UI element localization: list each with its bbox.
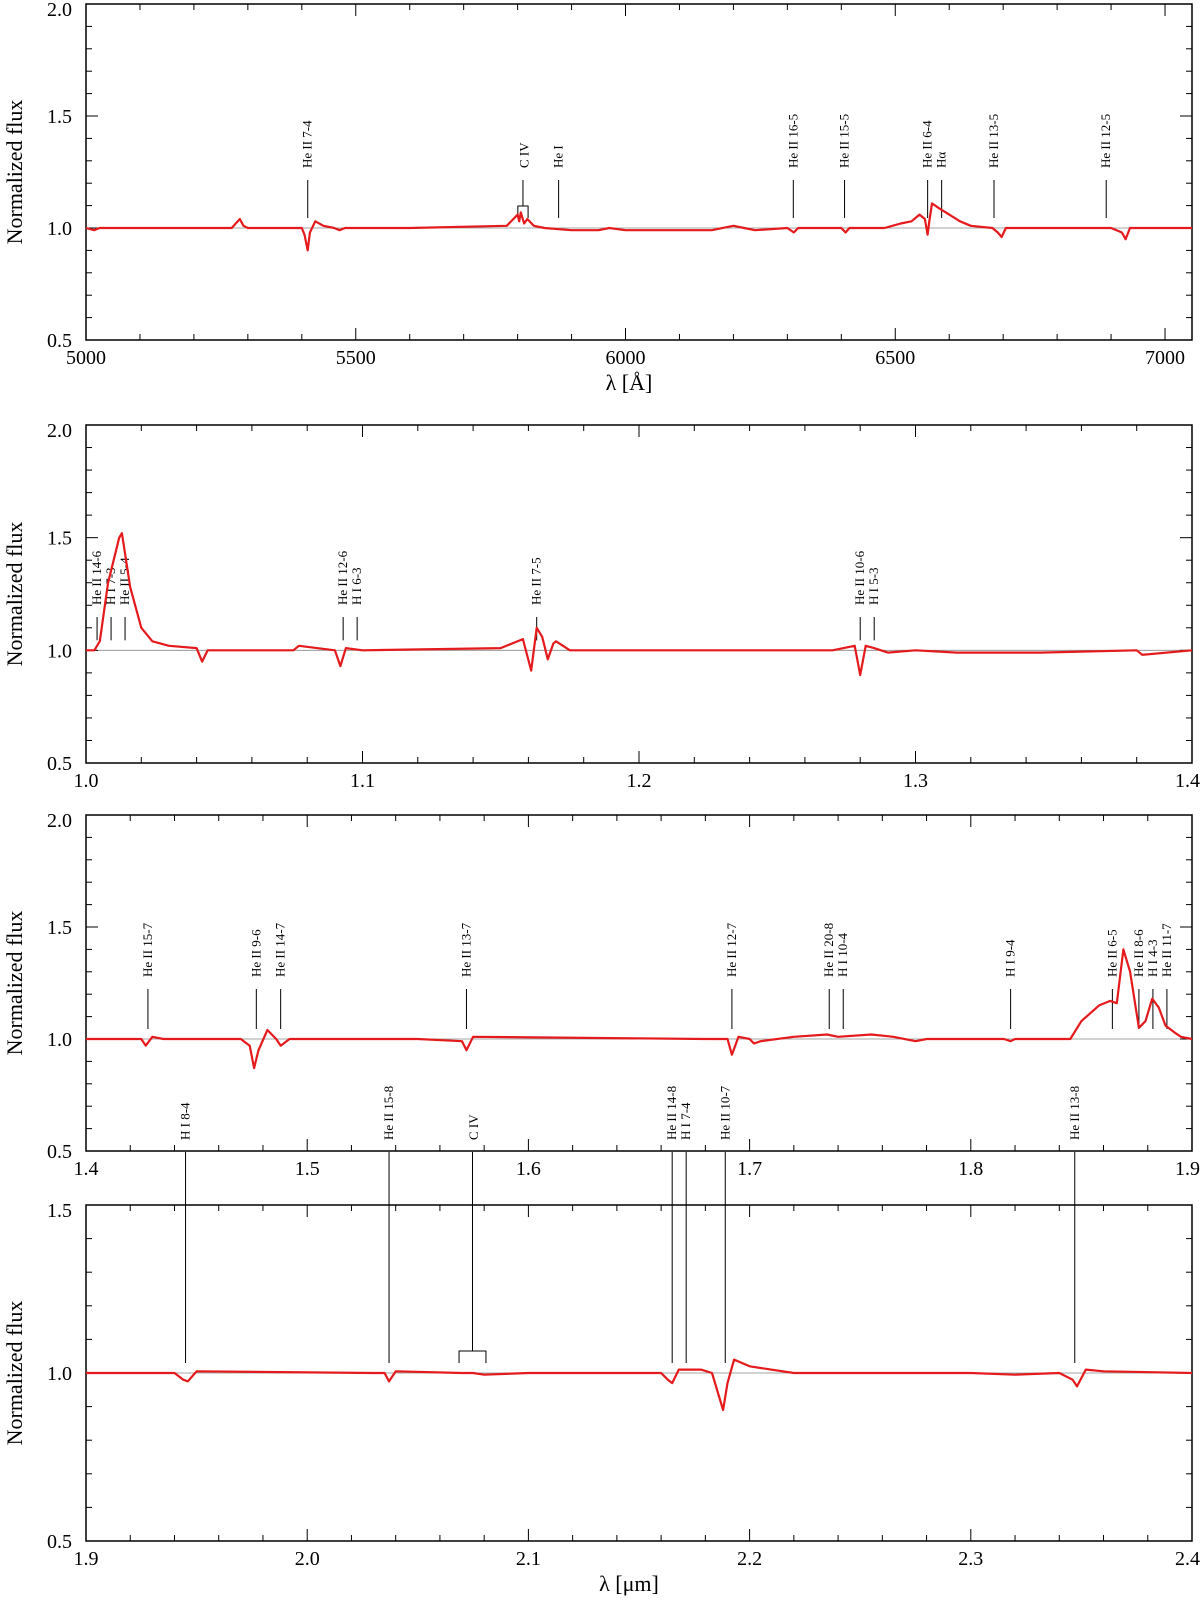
line-id-label: H I 5-3 — [866, 567, 881, 605]
line-id-label: He II 12-6 — [335, 550, 350, 605]
line-id-label: He II 6-5 — [1104, 929, 1119, 977]
x-tick-label: 1.3 — [903, 770, 928, 792]
line-id-label: He II 8-6 — [1131, 929, 1146, 977]
line-id-label: He II 11-7 — [1159, 923, 1174, 977]
line-id-label: H I 8-4 — [178, 1102, 193, 1140]
x-tick-label: 2.2 — [737, 1548, 762, 1570]
x-tick-label: 1.7 — [737, 1158, 762, 1180]
y-tick-label: 1.5 — [47, 106, 72, 128]
line-id-label: He II 15-5 — [837, 114, 852, 168]
x-tick-label: 1.5 — [295, 1158, 320, 1180]
line-id-label: He II 7-4 — [300, 120, 315, 168]
y-tick-label: 1.0 — [47, 1029, 72, 1051]
y-tick-label: 1.5 — [47, 528, 72, 550]
line-id-label: C IV — [466, 1114, 481, 1140]
line-id-label: He II 13-8 — [1067, 1086, 1082, 1140]
y-tick-label: 0.5 — [47, 1531, 72, 1553]
line-id-label: He II 12-7 — [724, 922, 739, 977]
line-id-label: H I 4-3 — [1145, 939, 1160, 977]
line-id-label: He II 14-7 — [273, 922, 288, 977]
y-axis-label: Normalized flux — [2, 911, 27, 1056]
x-axis-label: λ [Å] — [606, 370, 653, 395]
x-tick-label: 2.0 — [295, 1548, 320, 1570]
line-id-label: He II 12-5 — [1098, 114, 1113, 168]
plot-frame — [85, 3, 1193, 341]
y-tick-label: 0.5 — [47, 1141, 72, 1163]
spectrum-line — [86, 1358, 1193, 1412]
x-tick-label: 1.4 — [74, 1158, 99, 1180]
line-id-label: He II 10-7 — [717, 1085, 732, 1140]
x-tick-label: 2.4 — [1175, 1548, 1200, 1570]
spectrum-line — [85, 202, 1192, 252]
x-tick-label: 1.0 — [74, 770, 99, 792]
line-id-label: He II 10-6 — [852, 550, 867, 605]
line-id-label: He II 6-4 — [920, 120, 935, 168]
line-id-label: H I 7-4 — [678, 1102, 693, 1140]
line-id-label: H I 10-4 — [835, 932, 850, 977]
line-id-label: C IV — [516, 142, 531, 168]
y-tick-label: 1.5 — [47, 1200, 72, 1222]
line-id-label: He II 20-8 — [821, 923, 836, 977]
line-id-label: He II 13-7 — [458, 922, 473, 977]
plot-frame — [85, 814, 1193, 1152]
x-tick-label: 7000 — [1145, 347, 1185, 369]
y-tick-label: 2.0 — [47, 810, 72, 832]
x-tick-label: 5500 — [336, 347, 376, 369]
line-id-bracket — [517, 180, 529, 218]
line-id-label: He II 14-6 — [89, 550, 104, 605]
x-tick-label: 1.1 — [350, 770, 375, 792]
spectrum-line — [86, 948, 1193, 1070]
x-tick-label: 6000 — [606, 347, 646, 369]
line-id-label: H I 6-3 — [349, 567, 364, 605]
chart-panel-1: 5000 5500 6000 6500 7000 0.5 1.0 1.5 2.0 Normaliz… — [2, 0, 1193, 395]
x-tick-label: 6500 — [875, 347, 915, 369]
spectrum-line — [86, 532, 1193, 677]
y-tick-label: 0.5 — [47, 330, 72, 352]
y-axis-label: Normalized flux — [2, 100, 27, 245]
line-id-label: He II 13-5 — [986, 114, 1001, 168]
x-axis-label: λ [μm] — [599, 1571, 659, 1596]
x-tick-label: 1.6 — [516, 1158, 541, 1180]
x-tick-label: 1.4 — [1175, 770, 1200, 792]
y-tick-label: 1.0 — [47, 218, 72, 240]
x-tick-label: 1.8 — [958, 1158, 983, 1180]
x-tick-label: 5000 — [66, 347, 106, 369]
y-tick-label: 2.0 — [47, 420, 72, 442]
y-tick-label: 1.0 — [47, 640, 72, 662]
line-id-label: Hα — [934, 152, 949, 168]
line-id-label: He II 7-5 — [529, 557, 544, 605]
y-tick-label: 1.0 — [47, 1363, 72, 1385]
x-tick-label: 1.2 — [627, 770, 652, 792]
plot-frame — [85, 424, 1193, 764]
chart-panel-3: 1.4 1.5 1.6 1.7 1.8 1.9 0.5 1.0 1.5 2.0 Normalized… — [2, 810, 1200, 1180]
y-tick-label: 0.5 — [47, 753, 72, 775]
line-id-label: He II 16-5 — [785, 114, 800, 168]
line-id-label: H I 9-4 — [1003, 939, 1018, 977]
line-id-label: He II 15-8 — [381, 1086, 396, 1140]
line-id-label: He I — [551, 145, 566, 168]
line-id-label: He II 14-8 — [664, 1086, 679, 1140]
line-id-bracket — [458, 1152, 487, 1363]
line-id-label: He II 15-7 — [140, 922, 155, 977]
x-tick-label: 2.3 — [958, 1548, 983, 1570]
line-id-label: He II 9-6 — [248, 929, 263, 977]
y-axis-label: Normalized flux — [2, 522, 27, 667]
y-tick-label: 1.5 — [47, 917, 72, 939]
y-axis-label: Normalized flux — [2, 1301, 27, 1446]
x-tick-label: 1.9 — [1175, 1158, 1200, 1180]
x-tick-label: 2.1 — [516, 1548, 541, 1570]
y-tick-label: 2.0 — [47, 0, 72, 21]
x-tick-label: 1.9 — [74, 1548, 99, 1570]
chart-panel-4: 1.9 2.0 2.1 2.2 2.3 2.4 0.5 1.0 1.5 Normalized fl… — [2, 1085, 1200, 1596]
